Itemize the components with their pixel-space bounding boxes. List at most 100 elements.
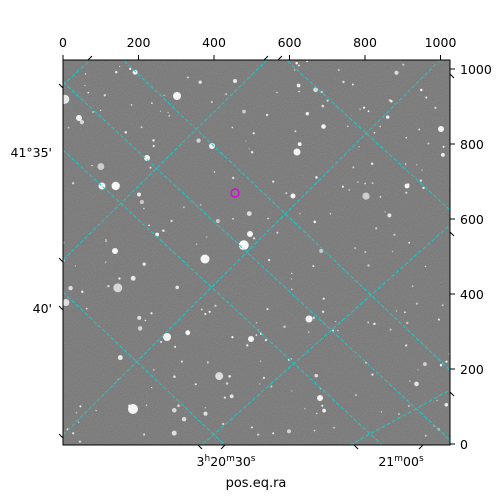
- star: [200, 254, 210, 264]
- star: [85, 307, 88, 310]
- star: [314, 373, 318, 378]
- star: [215, 218, 220, 224]
- star: [172, 408, 177, 413]
- star: [72, 432, 75, 435]
- star: [391, 250, 394, 253]
- star: [438, 126, 444, 132]
- star: [404, 183, 410, 189]
- star: [290, 193, 296, 199]
- wcs-edge-ticks: [58, 55, 455, 450]
- star: [367, 321, 370, 324]
- star: [91, 164, 93, 167]
- star: [148, 224, 150, 227]
- star: [152, 368, 155, 371]
- star: [270, 385, 273, 388]
- top-axis: 0 200 400 600 800 1000: [59, 35, 456, 60]
- star: [419, 179, 423, 182]
- star: [387, 213, 392, 218]
- star: [163, 94, 165, 97]
- star: [405, 191, 408, 194]
- star: [92, 111, 94, 113]
- star: [354, 394, 357, 397]
- star: [124, 131, 127, 134]
- star: [417, 369, 419, 371]
- star: [297, 142, 302, 146]
- star: [315, 176, 318, 179]
- star: [371, 182, 374, 185]
- star: [137, 326, 143, 331]
- star: [313, 220, 317, 224]
- star: [79, 405, 82, 408]
- right-tick-0: 0: [460, 437, 468, 452]
- star: [117, 355, 123, 361]
- star: [159, 110, 162, 112]
- star: [312, 316, 315, 320]
- star: [373, 322, 376, 326]
- star: [375, 227, 378, 230]
- star: [326, 99, 329, 102]
- star: [304, 408, 306, 410]
- star: [416, 164, 418, 166]
- star: [414, 381, 419, 387]
- star: [385, 115, 390, 119]
- star: [362, 106, 366, 109]
- star: [81, 290, 84, 293]
- star: [174, 345, 177, 348]
- star: [250, 151, 254, 154]
- ra-label-3h20m30s: 3h20m30s: [197, 454, 256, 469]
- star: [145, 404, 148, 406]
- right-tick-600: 600: [460, 212, 484, 227]
- star: [437, 318, 440, 321]
- star: [200, 308, 203, 311]
- star: [411, 285, 414, 287]
- star: [144, 155, 150, 161]
- star: [321, 310, 325, 314]
- star: [402, 63, 405, 66]
- star: [293, 148, 301, 156]
- star: [420, 88, 423, 92]
- star: [63, 259, 65, 262]
- star: [312, 265, 315, 268]
- star: [68, 285, 73, 291]
- star: [421, 169, 423, 171]
- star: [231, 176, 235, 180]
- star: [112, 248, 118, 254]
- grid-line: [63, 81, 450, 441]
- star: [118, 277, 121, 280]
- ra-label-21m00s: 21m00s: [378, 454, 424, 469]
- star: [313, 429, 316, 432]
- star: [322, 408, 326, 413]
- star-field: [63, 60, 450, 443]
- star: [170, 219, 173, 223]
- star: [142, 262, 146, 266]
- star: [299, 213, 301, 215]
- star: [175, 285, 179, 290]
- star: [322, 297, 325, 300]
- star: [316, 412, 318, 415]
- star: [296, 83, 301, 88]
- star: [137, 315, 142, 320]
- star: [297, 64, 300, 67]
- star: [246, 344, 249, 347]
- star: [364, 182, 367, 185]
- star: [434, 106, 437, 109]
- star: [130, 275, 136, 281]
- star: [276, 231, 279, 234]
- right-tick-400: 400: [460, 287, 484, 302]
- star: [405, 344, 408, 347]
- star: [290, 358, 293, 360]
- star: [342, 80, 345, 84]
- star: [268, 259, 271, 262]
- top-tick-800: 800: [353, 35, 377, 50]
- star: [76, 115, 82, 121]
- star: [357, 181, 359, 183]
- target-marker: [230, 188, 240, 198]
- star: [329, 213, 332, 215]
- star: [232, 218, 234, 220]
- star: [418, 128, 421, 131]
- star: [379, 125, 382, 128]
- star: [214, 304, 217, 307]
- star: [354, 247, 357, 250]
- star: [84, 73, 87, 75]
- star: [422, 362, 427, 367]
